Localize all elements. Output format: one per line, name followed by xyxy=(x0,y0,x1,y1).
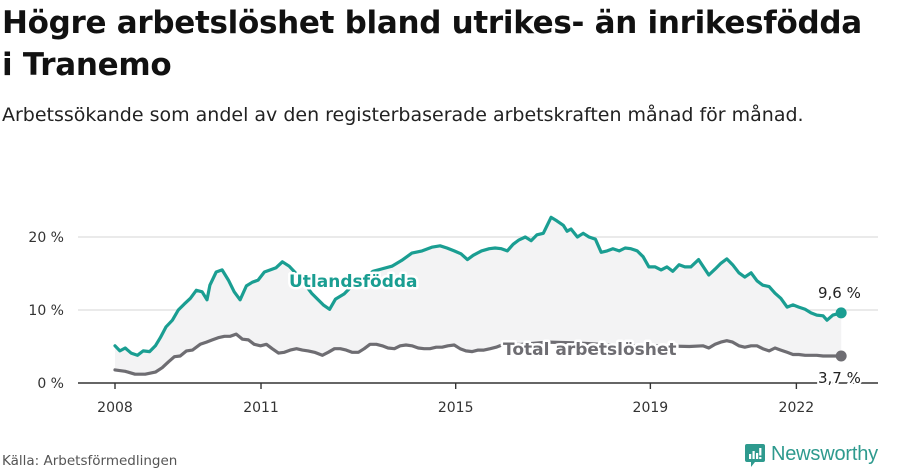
source-note: Källa: Arbetsförmedlingen xyxy=(2,453,178,469)
y-tick-label: 0 % xyxy=(37,376,64,392)
end-label-utlandsfodda: 9,6 % xyxy=(818,284,861,302)
x-tick-label: 2011 xyxy=(243,400,279,416)
x-tick-label: 2008 xyxy=(97,400,133,416)
gap-band xyxy=(115,217,842,375)
chart-title: Högre arbetslöshet bland utrikes- än inr… xyxy=(2,5,862,83)
series-line-utlandsfodda xyxy=(113,215,843,357)
newsworthy-logo: Newsworthy xyxy=(745,443,878,467)
chart-subtitle: Arbetssökande som andel av den registerb… xyxy=(2,104,804,126)
y-axis-labels: 0 % 10 % 20 % xyxy=(28,230,64,392)
y-tick-label: 20 % xyxy=(28,230,64,246)
x-tick-label: 2022 xyxy=(779,400,815,416)
series-label-utlandsfodda: Utlandsfödda xyxy=(289,272,418,292)
x-tick-label: 2015 xyxy=(438,400,474,416)
bar-chart-icon xyxy=(745,443,765,467)
end-label-total: 3,7 % xyxy=(818,369,861,387)
brand-name: Newsworthy xyxy=(771,443,878,465)
series-label-total: Total arbetslöshet xyxy=(503,340,677,360)
end-dot-total xyxy=(835,350,847,362)
x-axis: 2008 2011 2015 2019 2022 xyxy=(78,382,878,416)
y-tick-label: 10 % xyxy=(28,303,64,319)
series-line-total xyxy=(113,332,843,376)
x-tick-label: 2019 xyxy=(633,400,669,416)
end-dot-utlandsfodda xyxy=(835,307,847,319)
